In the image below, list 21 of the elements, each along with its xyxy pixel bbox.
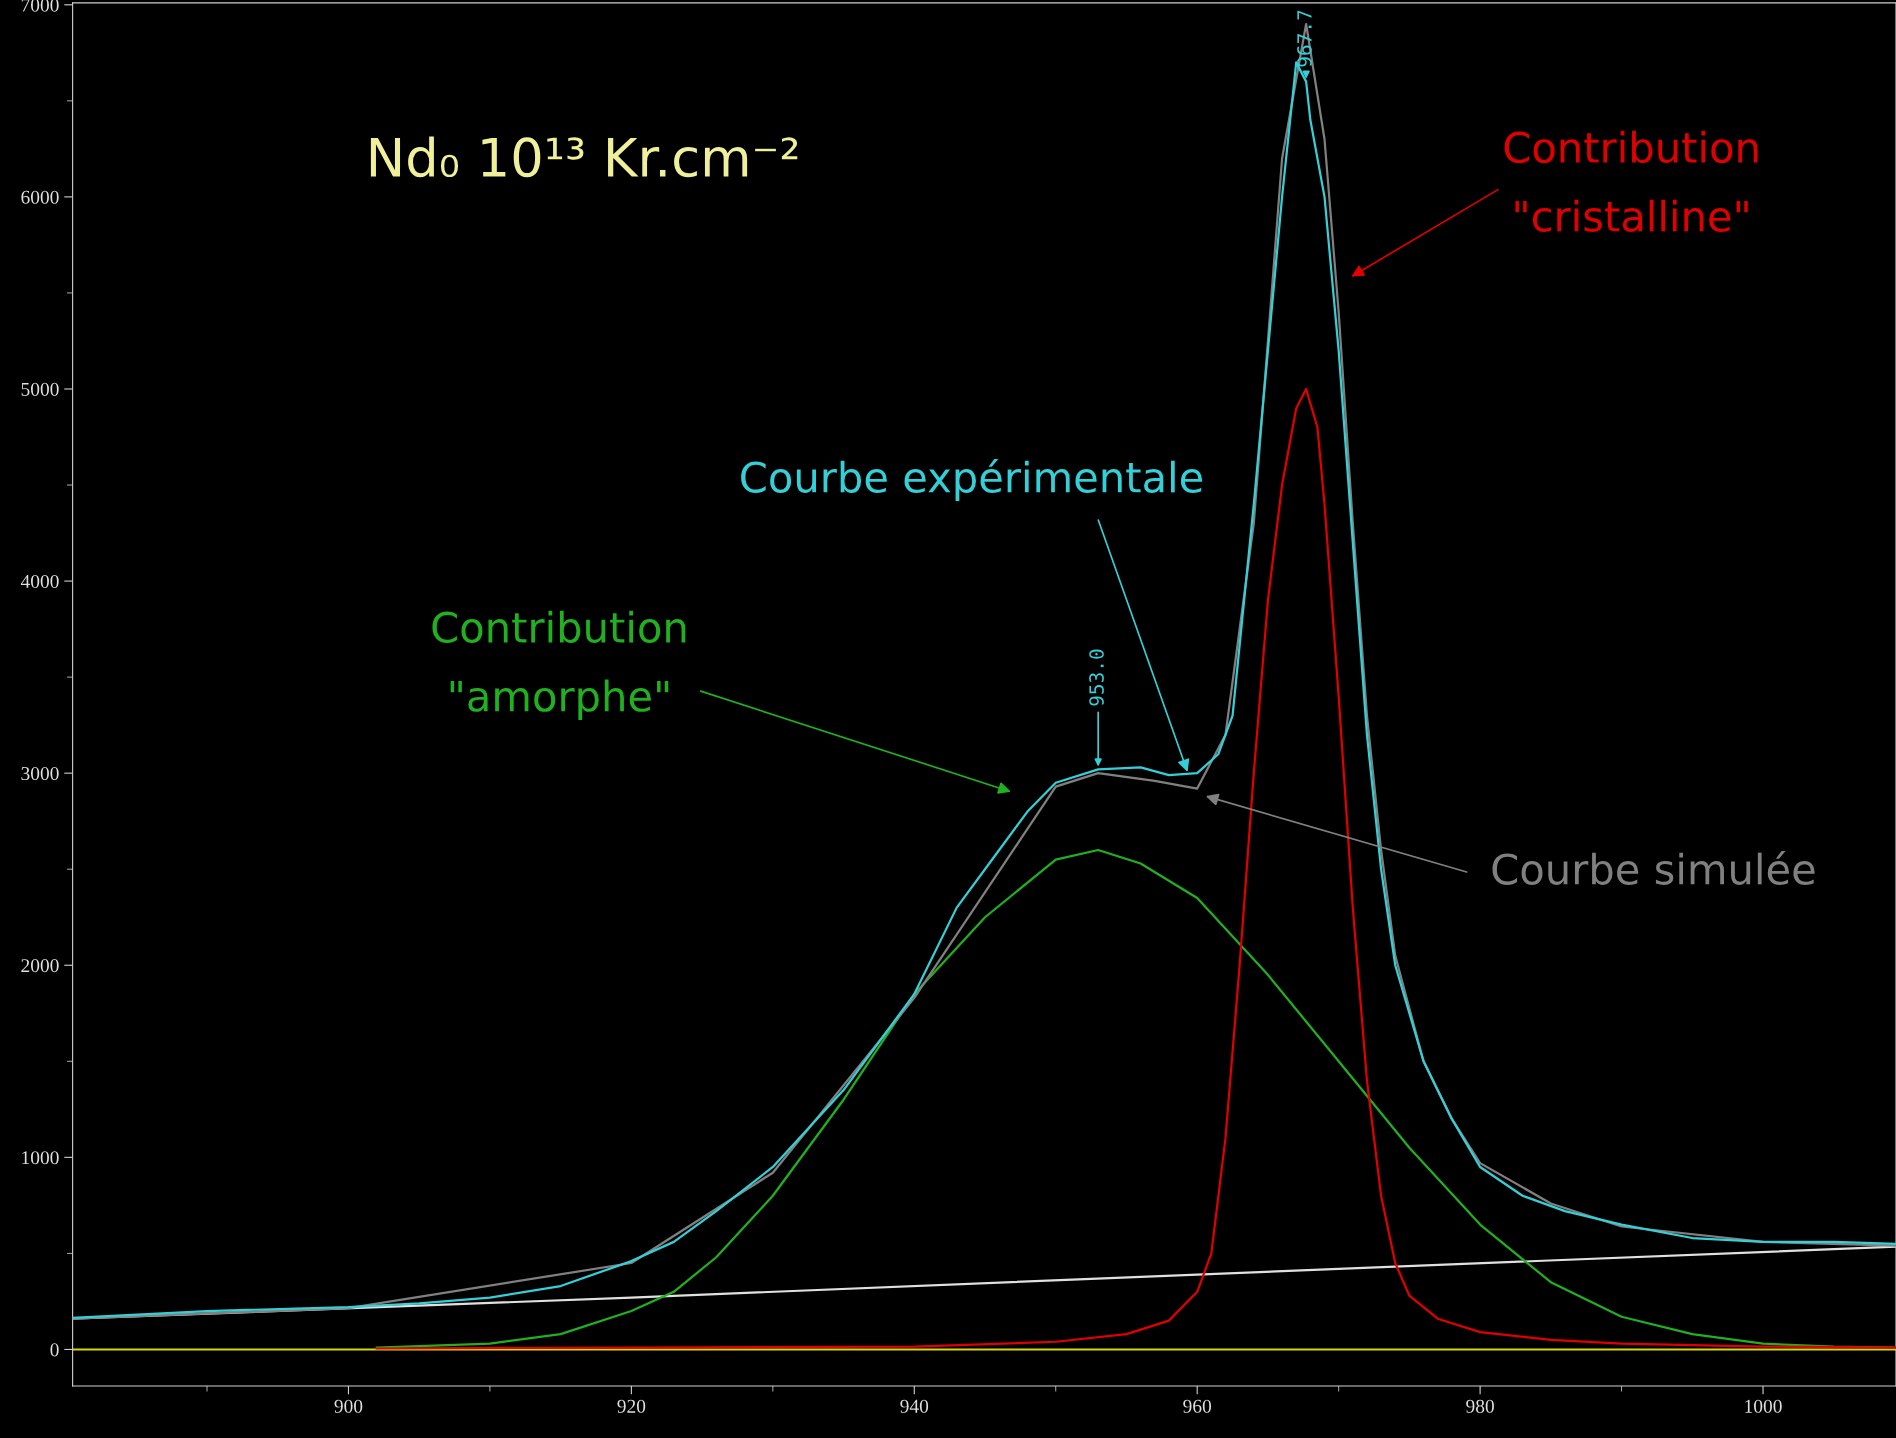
y-tick-label: 2000 [21, 959, 59, 973]
text: Courbe simulée [1492, 851, 1815, 885]
y-tick-label: 6000 [21, 190, 59, 204]
y-tick-label: 1000 [22, 1151, 59, 1165]
x-tick-label: 980 [1466, 1399, 1494, 1413]
text: Contribution "cristalline" [1504, 130, 1758, 232]
annotation: 953.0 [1089, 649, 1104, 706]
y-tick-label: 4000 [20, 574, 59, 589]
text: Nd₀ 10¹³ Kr.cm⁻² [370, 136, 798, 178]
annotation: 967.7 [1297, 10, 1312, 67]
x-tick-label: 900 [334, 1399, 363, 1413]
x-tick-label: 940 [900, 1399, 929, 1413]
x-tick-label: 1000 [1745, 1399, 1782, 1413]
line-series [375, 387, 1896, 1350]
series-label: Courbe expérimentale [741, 459, 1203, 502]
y-tick-label: 5000 [21, 382, 59, 396]
y-tick-label: 0 [50, 1343, 59, 1357]
y-tick-label: 3000 [21, 766, 59, 781]
x-tick-label: 920 [617, 1399, 646, 1413]
x-tick-label: 960 [1183, 1399, 1212, 1413]
text: Contribution "amorphe" [432, 610, 686, 720]
